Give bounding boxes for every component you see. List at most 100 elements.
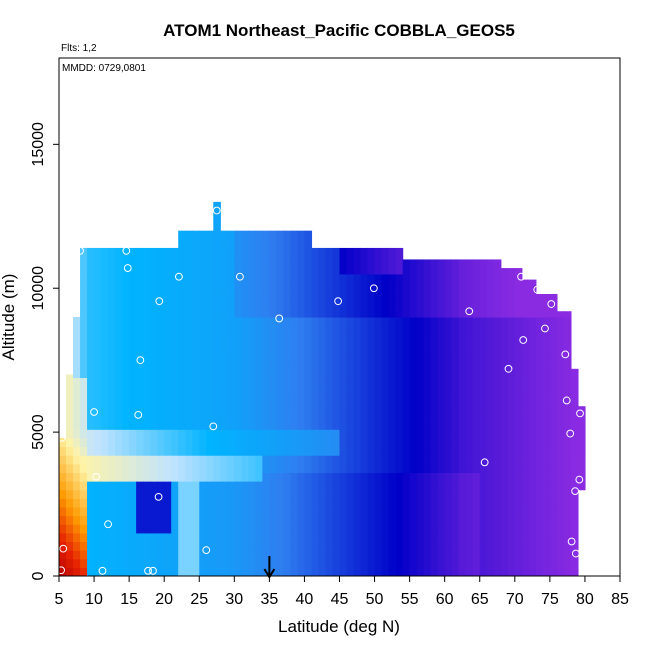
heatmap-cell xyxy=(80,429,88,439)
heatmap-cell xyxy=(87,498,95,508)
heatmap-cell xyxy=(430,558,439,568)
heatmap-cell xyxy=(206,247,214,258)
heatmap-cell xyxy=(227,446,235,456)
heatmap-cell xyxy=(535,455,544,465)
heatmap-cell xyxy=(164,472,172,482)
heatmap-cell xyxy=(311,446,320,456)
heatmap-cell xyxy=(87,351,95,361)
heatmap-cell xyxy=(325,420,334,430)
heatmap-cell xyxy=(556,489,565,499)
heatmap-cell xyxy=(199,429,207,439)
heatmap-cell xyxy=(73,411,81,422)
heatmap-cell xyxy=(514,308,523,318)
heatmap-cell xyxy=(507,360,516,370)
heatmap-cell xyxy=(395,437,404,448)
heatmap-cell xyxy=(423,446,432,456)
heatmap-cell xyxy=(171,420,179,430)
heatmap-cell xyxy=(367,377,376,387)
heatmap-cell xyxy=(444,325,453,335)
heatmap-cell xyxy=(122,273,130,284)
heatmap-cell xyxy=(262,550,270,560)
heatmap-cell xyxy=(101,317,109,327)
heatmap-cell xyxy=(465,437,474,448)
heatmap-cell xyxy=(500,446,509,456)
heatmap-cell xyxy=(206,342,214,353)
heatmap-cell xyxy=(185,351,193,361)
heatmap-cell xyxy=(143,506,151,517)
heatmap-cell xyxy=(500,437,509,448)
heatmap-cell xyxy=(80,351,88,361)
heatmap-cell xyxy=(87,506,95,517)
heatmap-cell xyxy=(388,489,397,499)
heatmap-cell xyxy=(192,239,200,249)
heatmap-cell xyxy=(206,394,214,404)
heatmap-cell xyxy=(339,446,348,456)
heatmap-cell xyxy=(458,377,467,387)
heatmap-cell xyxy=(479,360,488,370)
heatmap-cell xyxy=(150,515,158,525)
heatmap-cell xyxy=(283,506,292,517)
heatmap-cell xyxy=(416,558,425,568)
heatmap-cell xyxy=(220,489,228,499)
heatmap-cell xyxy=(171,481,179,491)
heatmap-cell xyxy=(157,472,165,482)
heatmap-cell xyxy=(486,368,495,379)
heatmap-cell xyxy=(437,550,446,560)
heatmap-cell xyxy=(549,403,558,413)
heatmap-cell xyxy=(409,472,418,482)
heatmap-cell xyxy=(325,429,334,439)
heatmap-cell xyxy=(73,429,81,439)
heatmap-cell xyxy=(479,455,488,465)
heatmap-cell xyxy=(136,273,144,284)
heatmap-cell xyxy=(192,558,200,568)
heatmap-cell xyxy=(563,515,572,525)
heatmap-cell xyxy=(80,481,88,491)
heatmap-cell xyxy=(430,368,439,379)
heatmap-cell xyxy=(143,247,151,258)
heatmap-cell xyxy=(178,437,186,448)
observation-point xyxy=(504,364,513,373)
heatmap-cell xyxy=(192,291,200,301)
heatmap-cell xyxy=(185,420,193,430)
heatmap-cell xyxy=(101,291,109,301)
heatmap-cell xyxy=(241,360,249,370)
heatmap-cell xyxy=(465,524,474,534)
heatmap-cell xyxy=(143,420,151,430)
heatmap-cell xyxy=(458,558,467,568)
heatmap-cell xyxy=(185,567,193,576)
heatmap-cell xyxy=(556,550,565,560)
heatmap-cell xyxy=(353,247,362,258)
heatmap-cell xyxy=(178,411,186,422)
heatmap-cell xyxy=(423,360,432,370)
heatmap-cell xyxy=(367,317,376,327)
heatmap-cell xyxy=(493,360,502,370)
heatmap-cell xyxy=(129,550,137,560)
heatmap-cell xyxy=(164,446,172,456)
heatmap-cell xyxy=(388,524,397,534)
heatmap-cell xyxy=(332,550,341,560)
heatmap-cell xyxy=(255,239,263,249)
heatmap-cell xyxy=(395,541,404,551)
heatmap-cell xyxy=(388,463,397,473)
observation-point xyxy=(547,300,556,308)
heatmap-cell xyxy=(402,265,411,275)
heatmap-cell xyxy=(157,420,165,430)
heatmap-cell xyxy=(479,325,488,335)
heatmap-cell xyxy=(521,472,530,482)
heatmap-cell xyxy=(395,498,404,508)
heatmap-cell xyxy=(430,506,439,517)
heatmap-cell xyxy=(311,489,320,499)
heatmap-cell xyxy=(507,515,516,525)
heatmap-cell xyxy=(283,446,292,456)
heatmap-cell xyxy=(437,446,446,456)
heatmap-cell xyxy=(213,386,221,396)
heatmap-cell xyxy=(94,291,102,301)
heatmap-cell xyxy=(360,567,369,576)
heatmap-cell xyxy=(353,472,362,482)
heatmap-cell xyxy=(514,506,523,517)
heatmap-cell xyxy=(479,498,488,508)
heatmap-cell xyxy=(444,550,453,560)
heatmap-cell xyxy=(255,524,263,534)
heatmap-cell xyxy=(227,515,235,525)
heatmap-cell xyxy=(444,420,453,430)
